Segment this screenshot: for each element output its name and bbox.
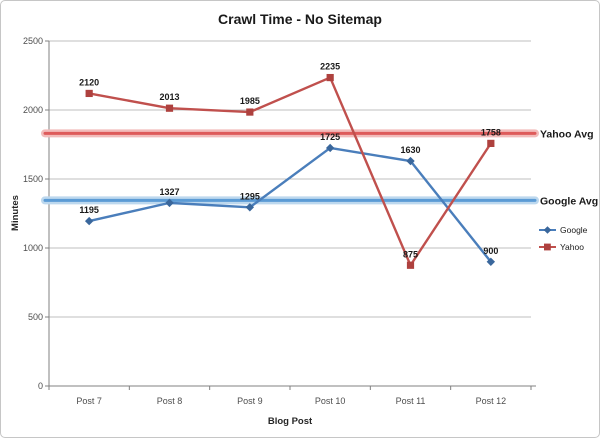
data-point-label: 875 [403,249,418,259]
data-point-marker [165,104,174,112]
series-line-yahoo [88,76,492,267]
x-tick-label: Post 10 [315,396,346,406]
data-point-marker [406,261,415,269]
y-tick-label: 2500 [23,36,43,46]
y-axis-title: Minutes [10,195,21,231]
data-point-marker [326,73,334,82]
data-series [84,73,496,269]
data-point-marker [487,139,495,147]
tick-labels: 0 500 1000 1500 2000 2500 Post 7 Post 8 Post 9 Po… [23,36,506,406]
data-point-label: 1295 [240,191,260,201]
legend: Google Yahoo [539,225,588,252]
legend-entry-label: Yahoo [560,242,584,252]
data-point-marker [246,108,254,116]
legend-entry-label: Google [560,225,588,235]
data-point-label: 1725 [320,132,340,142]
data-point-marker [165,198,174,208]
data-point-label: 2235 [320,62,340,72]
avg-line-label: Google Avg [540,195,598,207]
data-point-marker [85,89,93,98]
y-tick-label: 0 [38,381,43,391]
y-tick-label: 1500 [23,174,43,184]
legend-marker [543,226,552,234]
data-labels: 1195 1327 1295 1725 1630 900 2120 2013 1985 2235 8… [79,62,501,260]
avg-line-label: Yahoo Avg [540,128,593,140]
axes [45,40,536,390]
data-point-marker [84,216,94,226]
x-tick-label: Post 8 [157,396,183,406]
x-axis-title: Blog Post [268,416,313,427]
data-point-marker [325,143,335,153]
data-point-label: 1758 [481,127,501,137]
y-tick-label: 500 [28,312,43,322]
data-point-label: 1985 [240,96,260,106]
x-tick-label: Post 9 [237,396,263,406]
x-tick-label: Post 7 [76,396,102,406]
data-point-label: 2013 [159,92,179,102]
data-point-label: 1327 [159,187,179,197]
data-point-label: 1195 [79,205,99,215]
series-line-google [88,146,492,263]
y-tick-label: 1000 [23,243,43,253]
chart-title: Crawl Time - No Sitemap [218,11,382,27]
y-tick-label: 2000 [23,105,43,115]
legend-marker [544,243,551,251]
data-point-marker [486,257,496,266]
data-point-label: 2120 [79,77,99,87]
data-point-marker [245,203,255,212]
x-tick-label: Post 11 [396,396,426,406]
x-tick-label: Post 12 [476,396,507,406]
data-point-label: 1630 [400,145,420,155]
data-point-marker [406,156,415,166]
data-point-label: 900 [483,246,498,256]
